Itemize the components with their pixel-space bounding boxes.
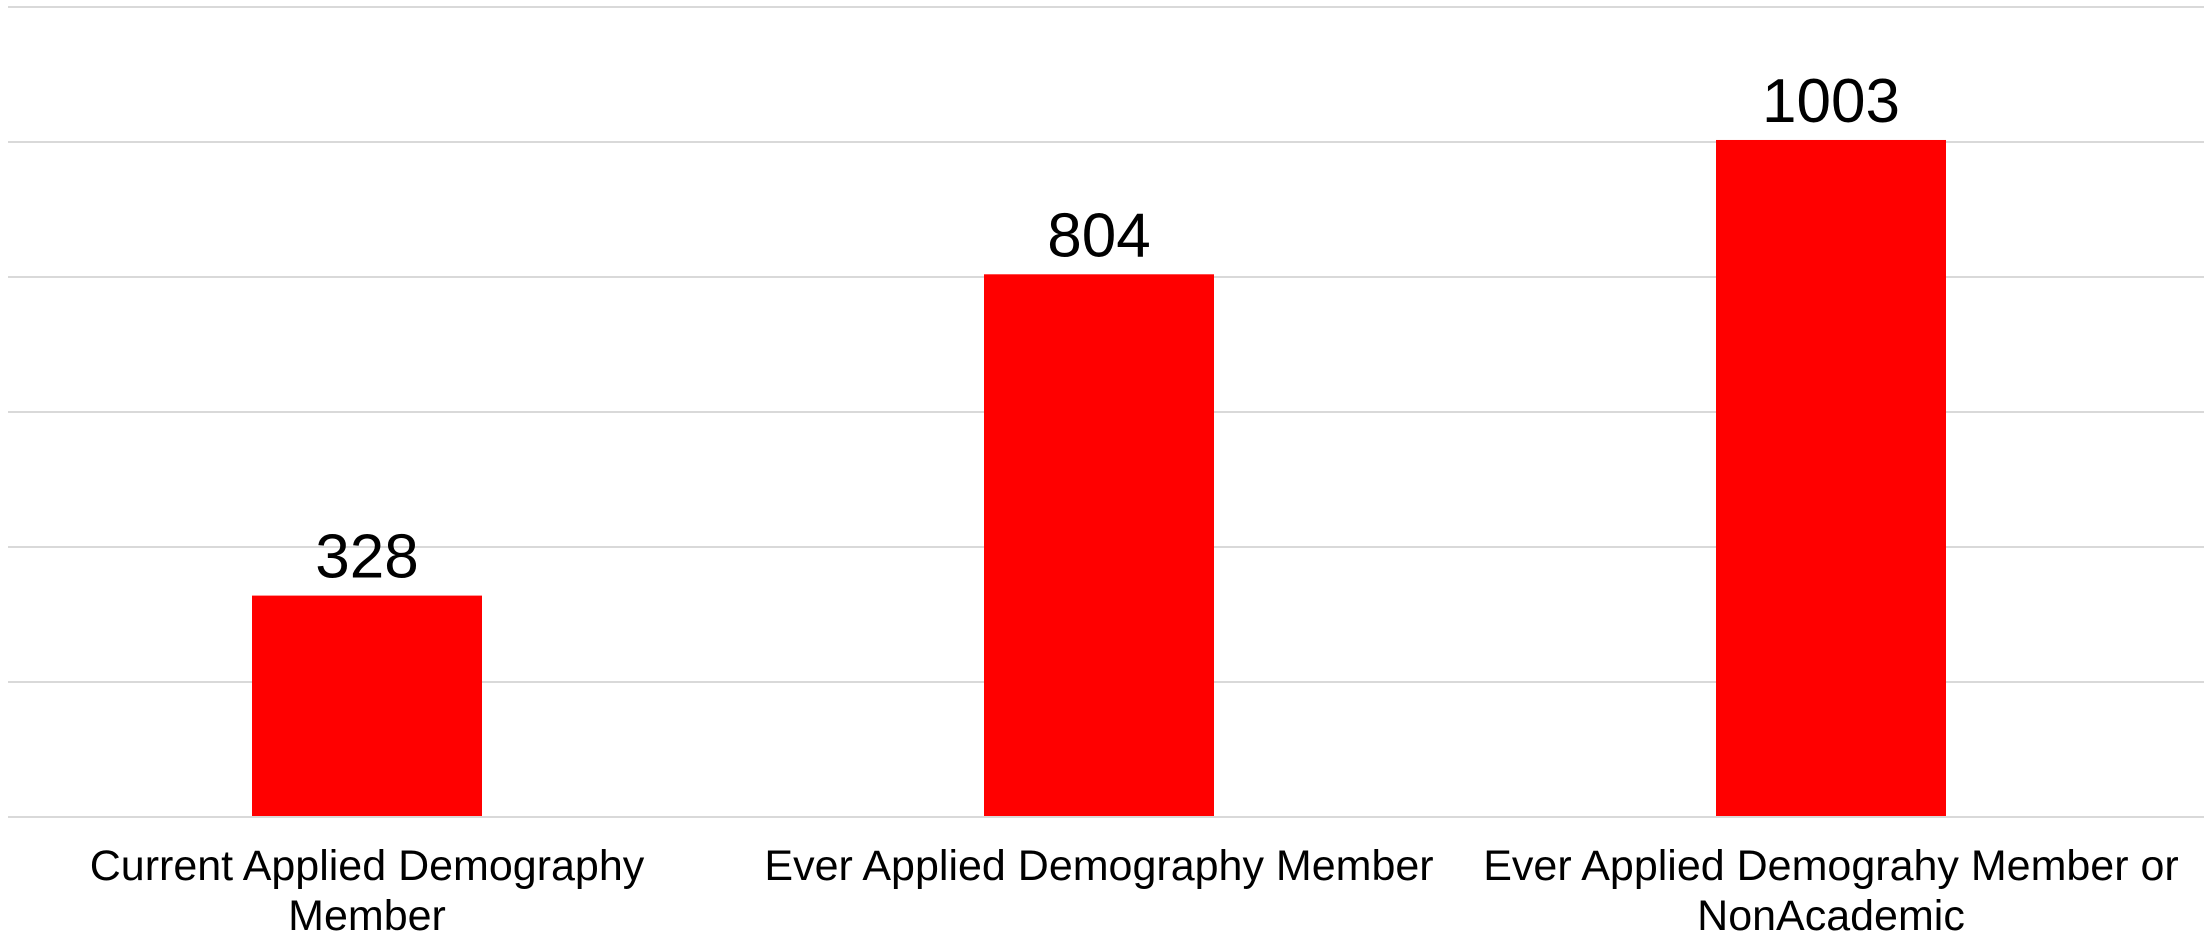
x-tick-label: Current Applied Demography Member [89,842,645,940]
data-label: 804 [1047,201,1150,270]
bar [252,595,482,817]
x-tick-label: Ever Applied Demography Member [764,842,1434,890]
data-labels: 328 804 1003 [315,67,1900,592]
x-tick-label: Ever Applied Demograhy Member or NonAcad… [1483,842,2179,940]
data-label: 1003 [1762,67,1900,136]
bars [252,139,1946,818]
data-label: 328 [315,523,418,592]
bar [984,274,1214,817]
bar [1716,139,1946,818]
